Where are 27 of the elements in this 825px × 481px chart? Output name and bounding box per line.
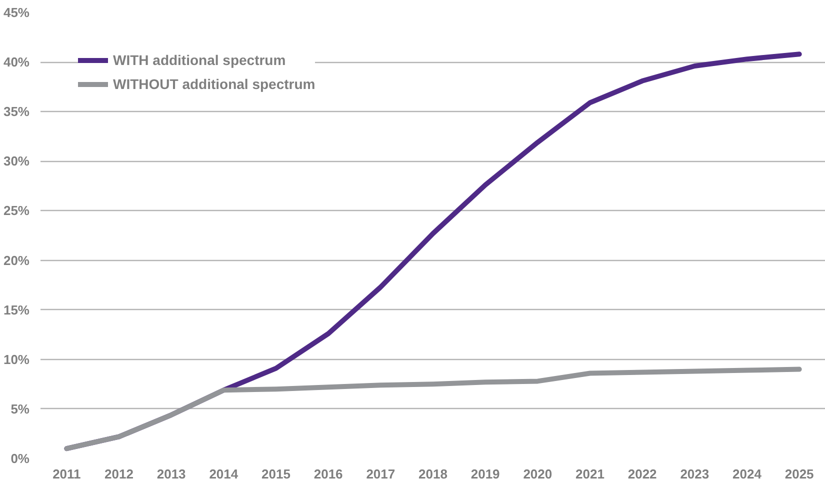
x-tick-label: 2012 xyxy=(104,466,134,481)
x-tick-label: 2011 xyxy=(52,466,81,481)
x-tick-label: 2021 xyxy=(576,466,604,481)
x-tick-label: 2023 xyxy=(680,466,710,481)
y-tick-label: 15% xyxy=(3,302,30,318)
y-tick-label: 5% xyxy=(10,401,30,416)
x-tick-label: 2020 xyxy=(523,466,552,481)
legend-label: WITHOUT additional spectrum xyxy=(113,76,316,92)
x-tick-label: 2017 xyxy=(366,466,396,481)
x-tick-label: 2018 xyxy=(418,466,448,481)
legend-label: WITH additional spectrum xyxy=(113,52,286,68)
y-tick-label: 30% xyxy=(3,154,30,169)
x-tick-label: 2024 xyxy=(732,466,762,481)
x-tick-label: 2014 xyxy=(209,466,239,481)
y-tick-label: 40% xyxy=(3,54,30,70)
x-tick-label: 2013 xyxy=(156,466,186,481)
x-tick-label: 2019 xyxy=(470,466,500,481)
y-tick-label: 10% xyxy=(3,352,30,367)
x-tick-label: 2022 xyxy=(628,466,657,481)
y-tick-label: 35% xyxy=(3,104,30,120)
x-tick-label: 2025 xyxy=(784,466,814,481)
x-tick-label: 2015 xyxy=(262,466,290,481)
y-tick-label: 20% xyxy=(3,252,30,268)
y-tick-label: 25% xyxy=(3,203,30,218)
x-tick-label: 2016 xyxy=(314,466,343,481)
y-tick-label: 0% xyxy=(10,451,30,466)
y-tick-label: 45% xyxy=(3,5,30,20)
